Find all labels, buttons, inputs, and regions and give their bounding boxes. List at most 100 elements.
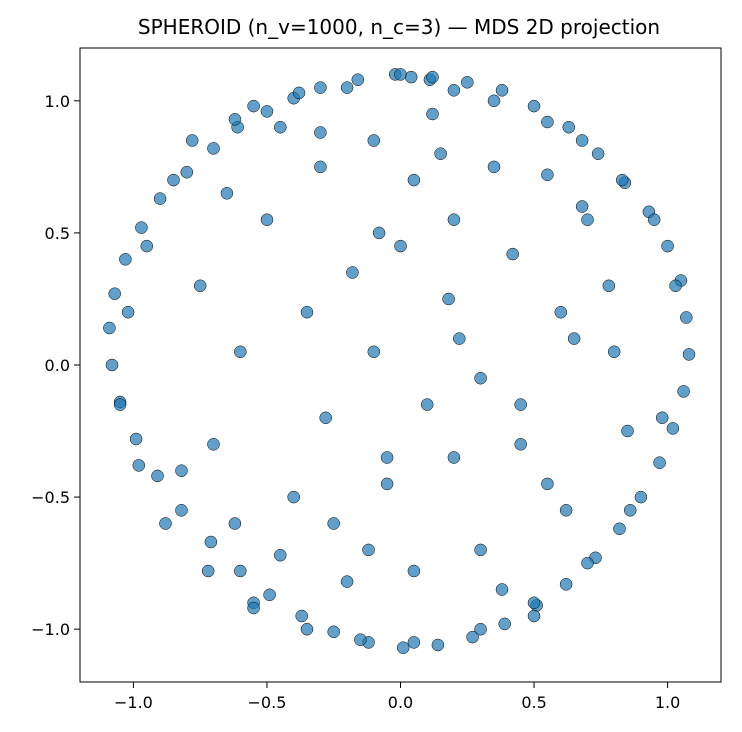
scatter-point <box>682 348 696 361</box>
scatter-point <box>220 187 234 200</box>
scatter-point <box>559 504 573 517</box>
scatter-point <box>474 543 487 557</box>
scatter-point <box>314 126 327 139</box>
scatter-point <box>554 305 568 319</box>
scatter-point <box>274 548 287 562</box>
scatter-point <box>426 70 439 84</box>
scatter-point <box>655 411 669 425</box>
scatter-point <box>474 371 487 385</box>
scatter-point <box>453 332 466 345</box>
y-tick-label: 1.0 <box>45 92 70 111</box>
scatter-point <box>201 564 215 578</box>
scatter-point <box>175 504 188 517</box>
x-tick-label: 0.5 <box>521 693 546 712</box>
scatter-point <box>207 142 220 155</box>
scatter-point <box>367 134 381 147</box>
scatter-point <box>234 345 247 359</box>
scatter-point <box>677 385 690 398</box>
plot-frame <box>79 47 722 683</box>
scatter-point <box>407 173 421 187</box>
scatter-point <box>159 517 172 530</box>
scatter-point <box>426 107 439 121</box>
scatter-point <box>129 432 143 446</box>
scatter-point <box>514 438 527 451</box>
scatter-point <box>581 213 594 226</box>
scatter-point <box>119 253 132 266</box>
scatter-point <box>314 160 327 174</box>
scatter-point <box>607 345 621 359</box>
scatter-point <box>153 192 167 205</box>
scatter-point <box>108 287 121 300</box>
scatter-point <box>121 305 135 319</box>
scatter-point <box>666 422 680 435</box>
scatter-point <box>541 168 554 182</box>
scatter-point <box>295 609 308 623</box>
scatter-point <box>575 200 589 213</box>
scatter-point <box>274 120 287 134</box>
scatter-point <box>346 266 359 279</box>
scatter-point <box>581 556 594 570</box>
scatter-point <box>647 213 661 226</box>
scatter-point <box>541 477 554 491</box>
scatter-point <box>140 239 154 253</box>
scatter-point <box>653 456 666 469</box>
y-tick-label: 0.0 <box>45 356 70 375</box>
scatter-point <box>204 535 218 549</box>
scatter-point <box>562 120 576 134</box>
scatter-point <box>634 490 648 504</box>
scatter-point <box>367 345 381 359</box>
scatter-point <box>175 464 188 477</box>
scatter-point <box>103 321 116 335</box>
scatter-point <box>396 641 410 654</box>
chart-title: SPHEROID (n_v=1000, n_c=3) — MDS 2D proj… <box>138 15 660 39</box>
scatter-point <box>474 622 487 636</box>
scatter-point <box>407 564 421 578</box>
scatter-point <box>180 165 194 179</box>
x-tick-label: −0.5 <box>248 693 287 712</box>
scatter-point <box>260 105 274 118</box>
scatter-point <box>621 424 634 438</box>
points-layer <box>103 68 696 654</box>
scatter-point <box>132 459 146 472</box>
scatter-point <box>113 398 127 411</box>
scatter-point <box>527 99 541 113</box>
scatter-point <box>292 86 306 100</box>
scatter-point <box>487 160 501 174</box>
scatter-point <box>447 451 461 464</box>
scatter-point <box>527 609 541 623</box>
scatter-point <box>466 630 479 644</box>
scatter-point <box>602 279 616 293</box>
scatter-point <box>247 601 260 615</box>
y-tick-label: −0.5 <box>31 488 70 507</box>
scatter-point <box>228 113 242 126</box>
scatter-point <box>407 636 421 649</box>
x-tick-label: 0.0 <box>388 693 413 712</box>
scatter-point <box>623 504 637 517</box>
scatter-point <box>615 173 629 187</box>
scatter-point <box>228 517 242 530</box>
scatter-point <box>567 332 581 345</box>
scatter-point <box>380 451 394 464</box>
scatter-point <box>669 279 682 293</box>
scatter-point <box>404 70 418 84</box>
scatter-point <box>461 76 474 89</box>
scatter-point <box>151 469 164 483</box>
y-tick-label: 0.5 <box>45 224 70 243</box>
scatter-point <box>680 311 693 324</box>
scatter-point <box>234 564 247 578</box>
scatter-point <box>247 99 260 113</box>
scatter-point <box>314 81 327 94</box>
scatter-point <box>434 147 447 160</box>
scatter-point <box>372 226 386 240</box>
scatter-point <box>420 398 434 411</box>
scatter-point <box>394 68 407 81</box>
scatter-point <box>327 625 340 639</box>
scatter-point <box>514 398 527 411</box>
x-axis: −1.0 −0.5 0.0 0.5 1.0 <box>114 682 680 712</box>
scatter-point <box>661 239 674 253</box>
x-tick-label: −1.0 <box>114 693 153 712</box>
scatter-point <box>613 522 626 536</box>
scatter-point <box>394 239 407 253</box>
scatter-point <box>447 213 461 226</box>
